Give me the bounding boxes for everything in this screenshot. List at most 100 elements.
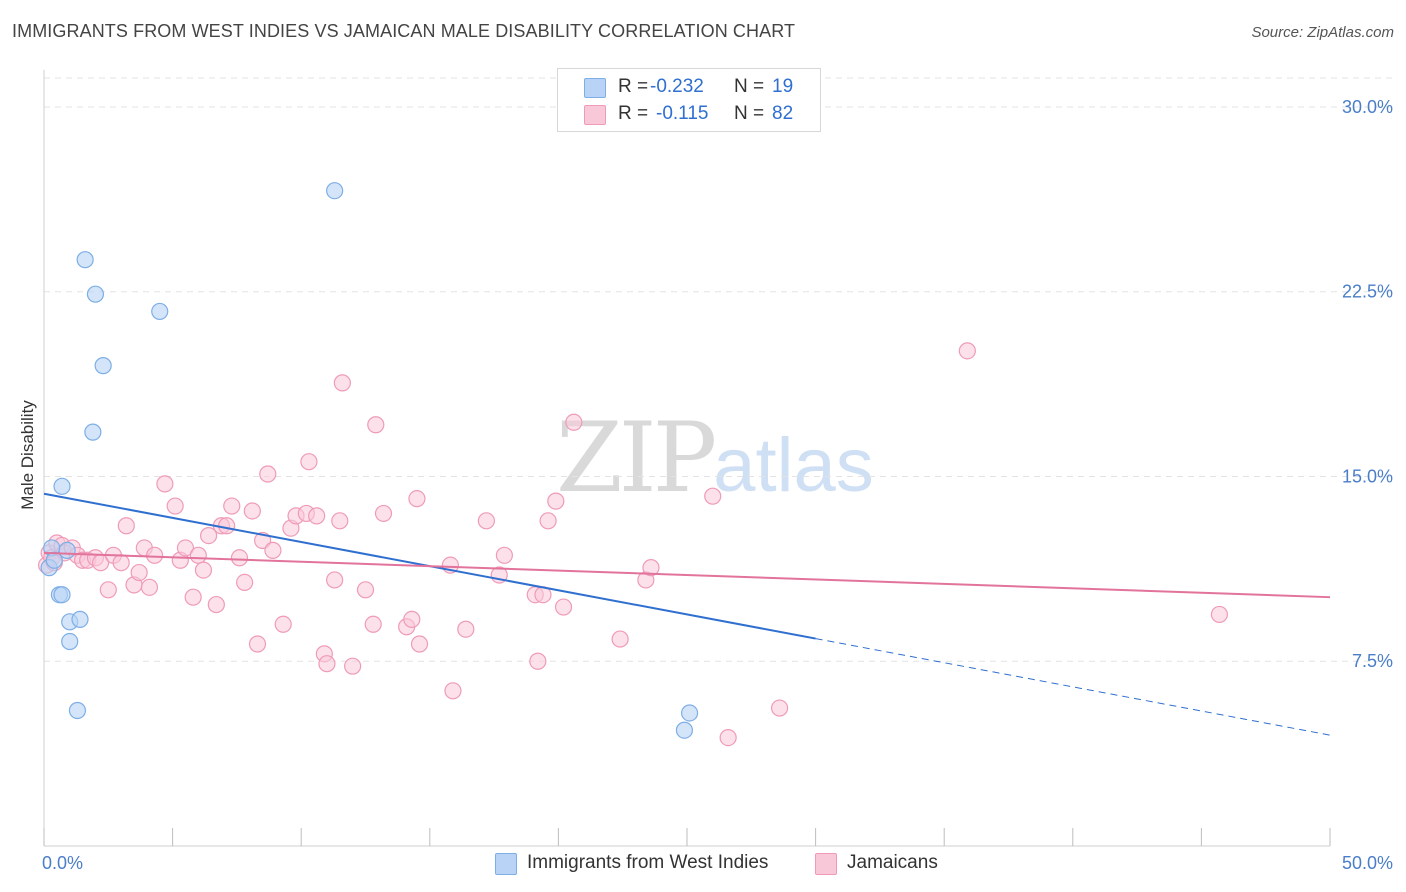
jamaicans-point [367,416,385,434]
west-indies-point [94,357,112,375]
jamaicans-point [99,581,117,599]
west-indies-point [71,610,89,628]
legend-r-value: -0.115 [656,103,709,124]
jamaicans-point [408,490,426,508]
jamaicans-point [374,504,393,523]
x-tick-labels: 0.0% 50.0% [42,853,1393,873]
jamaicans-point [194,561,213,579]
jamaicans-point [356,581,375,599]
jamaicans-point [457,620,475,638]
jamaicans-point [189,546,207,564]
jamaicans-point [264,541,282,559]
west-indies-point [326,182,344,200]
jamaicans-point [248,635,267,653]
jamaicans-point [230,549,249,567]
jamaicans-point [218,517,236,535]
correlation-legend: R = -0.232 N = 19 R = -0.115 N = 82 [557,68,821,132]
legend-r-label: R = [618,103,649,124]
jamaicans-point [200,526,218,545]
legend-n-label: N = [734,76,765,97]
jamaicans-point [318,655,336,673]
west-indies-point [675,721,694,739]
source-label: Source: ZipAtlas.com [1251,24,1394,41]
jamaicans-point [112,554,130,572]
west-indies-point [53,586,71,604]
jamaicans-point [166,497,184,515]
west-indies-points [40,182,699,739]
jamaicans-point [444,682,462,700]
jamaicans-point [958,342,976,360]
trend-lines [43,492,1331,736]
jamaicans-point [565,413,583,431]
jamaicans-point [704,487,722,505]
legend-r-label: R = [618,76,649,97]
jamaicans-point [364,615,382,633]
jamaicans-point [333,374,351,392]
jamaicans-point [642,559,660,577]
jamaicans-point [156,475,174,493]
jamaicans-point [477,512,495,530]
jamaicans-point [529,652,547,670]
jamaicans-point [344,657,362,675]
y-tick-label: 7.5% [1352,651,1393,671]
x-tick-label: 0.0% [42,853,83,873]
legend-swatch-west-indies [584,78,606,98]
legend-n-value: 82 [772,103,794,124]
jamaicans-point [495,546,513,564]
jamaicans-point [117,517,135,535]
jamaicans-point [140,578,159,596]
legend-n-label: N = [734,103,765,124]
jamaicans-point [130,563,148,582]
y-tick-label: 15.0% [1342,466,1393,486]
jamaicans-point [326,571,344,589]
west-indies-point [68,701,87,720]
west-indies-point [680,704,699,722]
jamaicans-points [37,342,1229,747]
jamaicans-point [719,729,737,747]
jamaicans-point [207,595,225,614]
jamaicans-point [554,598,573,616]
jamaicans-point [331,512,349,530]
west-indies-point [58,541,76,559]
bottom-legend-swatch-jamaicans [815,853,837,875]
jamaicans-point [1210,605,1229,624]
jamaicans-point [611,630,629,648]
jamaicans-point [145,546,164,564]
chart-title: IMMIGRANTS FROM WEST INDIES VS JAMAICAN … [12,21,796,41]
jamaicans-point [259,465,277,483]
x-tick-label: 50.0% [1342,853,1393,873]
west-indies-point [53,477,71,495]
legend-swatch-jamaicans [584,105,606,125]
jamaicans-point [410,635,429,653]
y-tick-label: 22.5% [1342,282,1393,302]
jamaicans-trend-line [43,551,1331,599]
jamaicans-point [403,610,421,628]
jamaicans-point [300,453,318,471]
legend-r-value: -0.232 [650,76,704,97]
axes [43,70,1331,847]
jamaicans-point [223,497,241,515]
bottom-legend-label: Jamaicans [847,852,938,873]
west-indies-point [61,632,79,651]
jamaicans-point [770,699,789,717]
grid-lines [44,77,1392,662]
jamaicans-point [236,573,254,592]
legend-n-value: 19 [772,76,794,97]
y-tick-labels: 7.5% 15.0% 22.5% 30.0% [1342,97,1393,671]
west-indies-trend-extension [815,638,1331,736]
jamaicans-point [274,615,292,633]
west-indies-point [151,302,169,321]
west-indies-point [86,285,105,303]
bottom-legend-label: Immigrants from West Indies [527,852,769,873]
jamaicans-point [243,502,261,520]
jamaicans-point [308,507,326,525]
jamaicans-point [184,588,202,606]
jamaicans-point [539,512,557,530]
jamaicans-point [547,492,565,510]
west-indies-point [84,423,102,441]
jamaicans-point [176,539,195,557]
bottom-legend-swatch-west-indies [495,853,517,875]
west-indies-point [76,251,94,269]
y-tick-label: 30.0% [1342,97,1393,117]
